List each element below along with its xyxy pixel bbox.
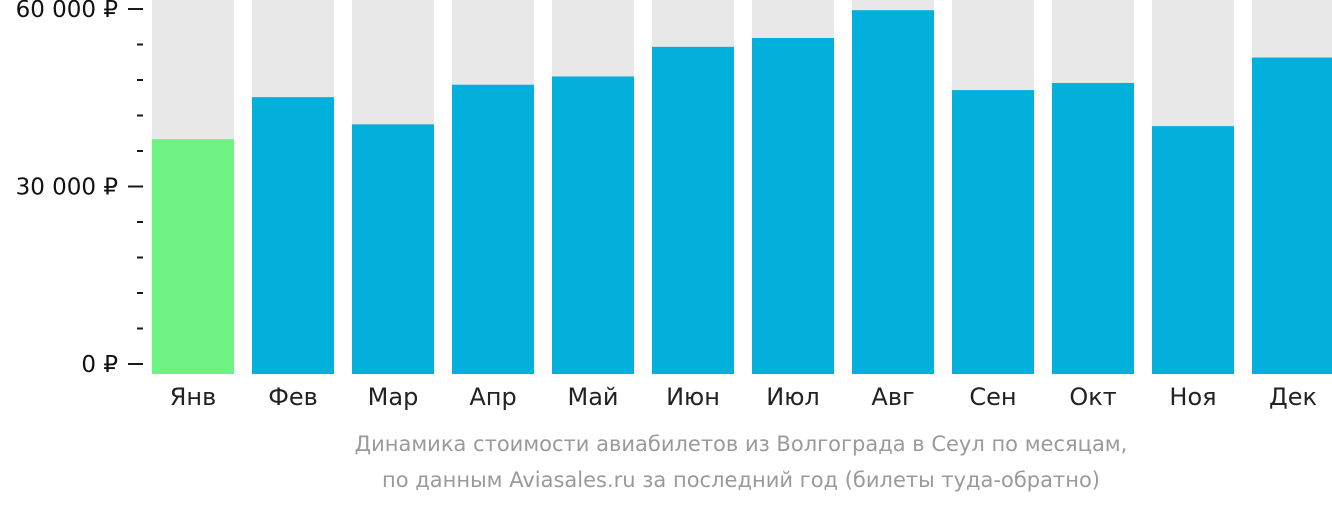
bars (152, 10, 1332, 375)
y-tick-label: 60 000 ₽ (16, 0, 118, 23)
bar-12[interactable] (1252, 57, 1332, 375)
bar-3[interactable] (352, 124, 434, 374)
x-tick-label: Янв (170, 383, 217, 411)
bar-5[interactable] (552, 76, 634, 374)
bar-7[interactable] (752, 37, 834, 374)
bar-4[interactable] (452, 84, 534, 374)
x-tick-label: Ноя (1169, 383, 1216, 411)
y-tick-label: 30 000 ₽ (16, 175, 118, 201)
bar-9[interactable] (952, 90, 1034, 374)
x-tick-label: Окт (1069, 383, 1116, 411)
x-tick-label: Апр (469, 383, 516, 411)
chart-caption-line-1: Динамика стоимости авиабилетов из Волгог… (354, 432, 1128, 456)
x-tick-label: Мар (368, 383, 419, 411)
bar-2[interactable] (252, 97, 334, 375)
y-axis: 0 ₽ 30 000 ₽ 60 000 ₽ (16, 0, 143, 378)
x-axis-labels: Янв Фев Мар Апр Май Июн Июл Авг Сен Окт Ноя Дек (170, 383, 1317, 411)
y-tick-label: 0 ₽ (81, 352, 118, 378)
x-tick-label: Сен (969, 383, 1016, 411)
chart-caption-line-2: по данным Aviasales.ru за последний год … (382, 468, 1100, 492)
x-tick-label: Фев (268, 383, 318, 411)
bar-8[interactable] (852, 10, 934, 375)
x-tick-label: Авг (871, 383, 914, 411)
x-tick-label: Июл (766, 383, 820, 411)
bar-6[interactable] (652, 46, 734, 374)
x-tick-label: Дек (1269, 383, 1317, 411)
x-tick-label: Май (567, 383, 618, 411)
bar-10[interactable] (1052, 82, 1134, 374)
bar-11[interactable] (1152, 126, 1234, 375)
bar-1[interactable] (152, 139, 234, 374)
x-tick-label: Июн (666, 383, 720, 411)
